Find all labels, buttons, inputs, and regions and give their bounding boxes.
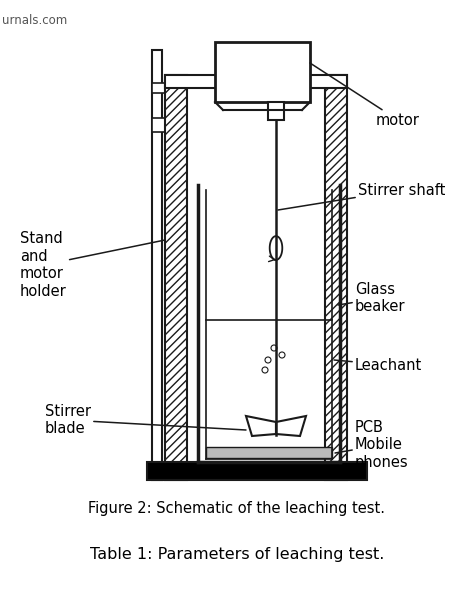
Bar [147,462,367,480]
Bar [206,447,332,458]
Text: Stand
and
motor
holder: Stand and motor holder [20,231,165,299]
Bar [215,42,310,102]
Polygon shape [276,416,306,436]
Bar [165,75,347,88]
Text: Table 1: Parameters of leaching test.: Table 1: Parameters of leaching test. [90,547,384,563]
Text: PCB
Mobile
phones: PCB Mobile phones [335,420,409,470]
Text: Stirrer
blade: Stirrer blade [45,404,246,436]
Bar [325,75,347,480]
Bar [152,50,162,480]
Polygon shape [246,416,276,436]
Text: Stirrer shaft: Stirrer shaft [278,183,446,210]
Bar [268,102,284,120]
Text: Figure 2: Schematic of the leaching test.: Figure 2: Schematic of the leaching test… [89,500,385,516]
Text: Glass
beaker: Glass beaker [338,282,405,314]
Bar [152,118,169,132]
Text: Leachant: Leachant [334,357,422,373]
Text: urnals.com: urnals.com [2,14,67,27]
Text: motor: motor [310,63,420,128]
Bar [152,83,187,93]
Bar [165,75,187,480]
